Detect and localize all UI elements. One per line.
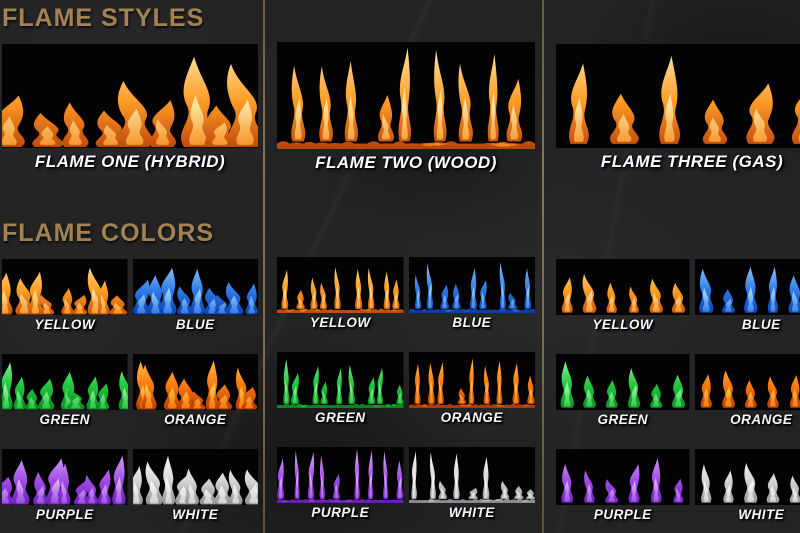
flame-color-cell: PURPLE [277, 447, 404, 525]
flame-color-label: PURPLE [311, 505, 370, 520]
blue-flame-image [132, 259, 258, 315]
flame-color-cell: PURPLE [2, 449, 128, 527]
flame-color-label: BLUE [452, 315, 492, 330]
blue-flame-image [408, 257, 535, 313]
flame-color-label: BLUE [741, 317, 781, 332]
flame-color-grid: YELLOW BLUE GREEN ORANGE PURPLE WHITE [2, 259, 258, 527]
flame-color-cell: GREEN [2, 354, 128, 432]
purple-flame-image [277, 447, 404, 503]
flame-color-grid: YELLOW BLUE GREEN ORANGE PURPLE WHITE [556, 259, 800, 527]
flame-style-figure: FLAME ONE (HYBRID) [2, 44, 258, 176]
flame-color-cell: YELLOW [277, 257, 404, 335]
gas-flame-image [556, 44, 800, 148]
wood-flame-image [277, 42, 535, 149]
column-flame-one-hybrid: FLAME ONE (HYBRID) YELLOW BLUE GREEN ORA… [2, 44, 258, 527]
yellow-flame-image [277, 257, 404, 313]
blue-flame-image [694, 259, 800, 315]
flame-color-label: WHITE [448, 505, 495, 520]
flame-color-cell: YELLOW [556, 259, 690, 337]
flame-color-cell: WHITE [132, 449, 258, 527]
column-divider [263, 0, 265, 533]
flame-style-label: FLAME ONE (HYBRID) [34, 152, 226, 171]
flame-color-cell: ORANGE [132, 354, 258, 432]
flame-color-cell: BLUE [408, 257, 535, 335]
flame-style-figure: FLAME TWO (WOOD) [277, 42, 535, 177]
flame-color-label: YELLOW [34, 317, 96, 332]
flame-color-label: YELLOW [309, 315, 371, 330]
hybrid-flame-image [2, 44, 258, 148]
purple-flame-image [2, 449, 128, 505]
yellow-flame-image [556, 259, 690, 315]
yellow-flame-image [2, 259, 128, 315]
column-divider [542, 0, 544, 533]
flame-style-figure: FLAME THREE (GAS) [556, 44, 800, 176]
flame-color-cell: PURPLE [556, 449, 690, 527]
green-flame-image [2, 354, 128, 410]
flame-color-cell: YELLOW [2, 259, 128, 337]
orange-flame-image [408, 352, 535, 408]
column-flame-two-wood: FLAME TWO (WOOD) YELLOW BLUE GREEN ORANG… [277, 42, 535, 525]
flame-color-cell: BLUE [132, 259, 258, 337]
flame-color-cell: WHITE [408, 447, 535, 525]
flame-color-label: ORANGE [440, 410, 503, 425]
flame-color-cell: ORANGE [408, 352, 535, 430]
green-flame-image [277, 352, 404, 408]
flame-color-label: ORANGE [164, 412, 227, 427]
flame-color-label: WHITE [172, 507, 219, 522]
flame-colors-heading: FLAME COLORS [2, 219, 214, 247]
flame-color-label: ORANGE [730, 412, 793, 427]
white-flame-image [132, 449, 258, 505]
flame-styles-heading: FLAME STYLES [2, 4, 205, 32]
purple-flame-image [556, 449, 690, 505]
flame-color-label: GREEN [314, 410, 366, 425]
flame-color-label: PURPLE [593, 507, 652, 522]
flame-color-cell: GREEN [556, 354, 690, 432]
flame-style-label: FLAME TWO (WOOD) [315, 153, 497, 172]
white-flame-image [694, 449, 800, 505]
column-flame-three-gas: FLAME THREE (GAS) YELLOW BLUE GREEN ORAN… [556, 44, 800, 527]
flame-color-cell: ORANGE [694, 354, 800, 432]
flame-color-cell: WHITE [694, 449, 800, 527]
orange-flame-image [132, 354, 258, 410]
flame-color-grid: YELLOW BLUE GREEN ORANGE PURPLE WHITE [277, 257, 535, 525]
green-flame-image [556, 354, 690, 410]
flame-color-label: WHITE [738, 507, 785, 522]
flame-color-cell: GREEN [277, 352, 404, 430]
flame-color-label: YELLOW [592, 317, 654, 332]
orange-flame-image [694, 354, 800, 410]
flame-style-label: FLAME THREE (GAS) [600, 152, 784, 171]
flame-color-label: GREEN [597, 412, 648, 427]
white-flame-image [408, 447, 535, 503]
flame-color-cell: BLUE [694, 259, 800, 337]
flame-color-label: PURPLE [35, 507, 94, 522]
flame-color-label: GREEN [39, 412, 90, 427]
flame-color-label: BLUE [175, 317, 215, 332]
